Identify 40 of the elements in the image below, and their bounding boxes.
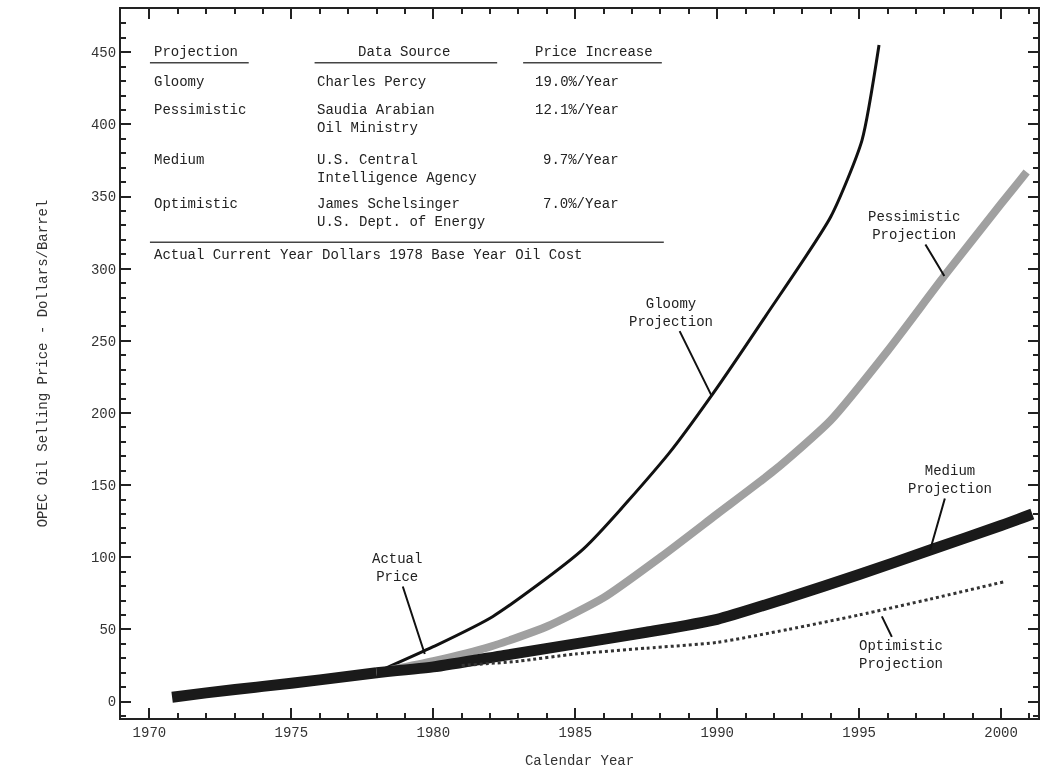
annotation: 12.1%/Year [535, 102, 620, 118]
annotation: Saudia Arabian Oil Ministry [317, 102, 435, 137]
x-tick-label: 1995 [842, 724, 876, 741]
annotation: James Schelsinger U.S. Dept. of Energy [317, 196, 486, 231]
y-tick-label: 350 [90, 189, 117, 206]
y-tick-label: 450 [90, 45, 117, 62]
annotation: Charles Percy [317, 74, 427, 90]
y-tick-label: 100 [90, 550, 117, 567]
annotation: 9.7%/Year [543, 152, 619, 168]
annotation: Medium Projection [908, 463, 993, 498]
annotation: 7.0%/Year [543, 196, 619, 212]
annotation: Gloomy Projection [629, 296, 714, 331]
y-tick-label: 200 [90, 405, 117, 422]
x-tick-label: 2000 [984, 724, 1018, 741]
annotation: Actual Current Year Dollars 1978 Base Year Oil Cost [154, 247, 583, 263]
annotation: Pessimistic [154, 102, 247, 118]
annotation: Data Source [358, 44, 451, 60]
y-tick-label: 400 [90, 117, 117, 134]
annotation: Optimistic [154, 196, 239, 212]
x-tick-label: 1970 [132, 724, 167, 741]
annotation: Gloomy [154, 74, 205, 90]
y-tick-label: 150 [90, 478, 117, 495]
annotation: Price Increase [535, 44, 653, 60]
annotation: Medium [154, 152, 205, 168]
x-tick-label: 1990 [700, 724, 734, 741]
annotation: Optimistic Projection [859, 638, 944, 673]
annotation: 19.0%/Year [535, 74, 620, 90]
annotation: U.S. Central Intelligence Agency [317, 152, 477, 187]
x-tick-label: 1980 [416, 724, 451, 741]
annotation: Pessimistic Projection [868, 209, 961, 244]
x-axis-title: Calendar Year [524, 752, 635, 769]
annotation: Actual Price [372, 551, 423, 586]
x-tick-label: 1975 [274, 724, 309, 741]
annotation: Projection [154, 44, 239, 60]
y-tick-label: 250 [90, 333, 117, 350]
y-axis-title: OPEC Oil Selling Price - Dollars/Barrel [35, 199, 52, 528]
y-tick-label: 0 [107, 694, 117, 711]
y-tick-label: 300 [90, 261, 117, 278]
x-tick-label: 1985 [558, 724, 593, 741]
y-tick-label: 50 [99, 622, 117, 639]
